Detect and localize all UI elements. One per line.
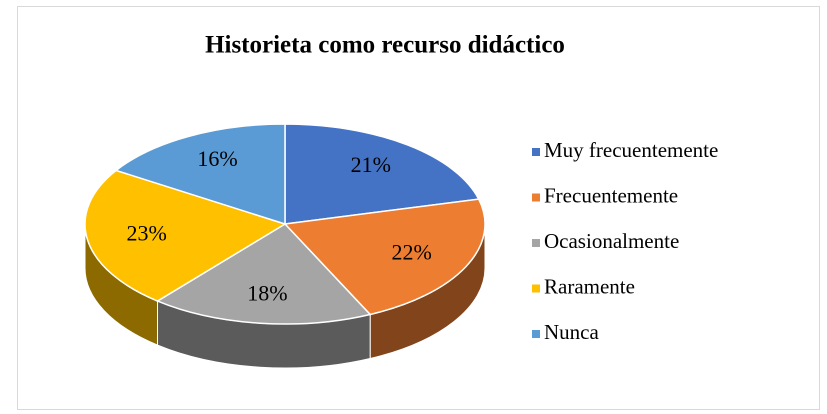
data-label: 16%	[197, 146, 237, 171]
legend-label: Muy frecuentemente	[544, 138, 718, 162]
legend-swatch	[532, 330, 540, 338]
data-label: 21%	[351, 152, 391, 177]
legend-label: Frecuentemente	[544, 183, 678, 207]
slice	[84, 169, 287, 302]
data-label: 18%	[247, 280, 287, 305]
legend-label: Nunca	[544, 320, 599, 344]
legend-label: Ocasionalmente	[544, 229, 679, 253]
legend-swatch	[532, 193, 540, 202]
legend-swatch	[532, 239, 540, 247]
slice	[155, 223, 372, 325]
chart-title: Historieta como recurso didáctico	[205, 32, 565, 59]
data-label: 23%	[127, 220, 167, 245]
slice	[114, 123, 286, 226]
legend-swatch	[532, 284, 540, 293]
legend-label: Raramente	[544, 274, 635, 298]
slice	[283, 198, 486, 316]
data-label: 22%	[392, 240, 432, 265]
slice	[284, 123, 480, 225]
legend-swatch	[532, 148, 540, 156]
